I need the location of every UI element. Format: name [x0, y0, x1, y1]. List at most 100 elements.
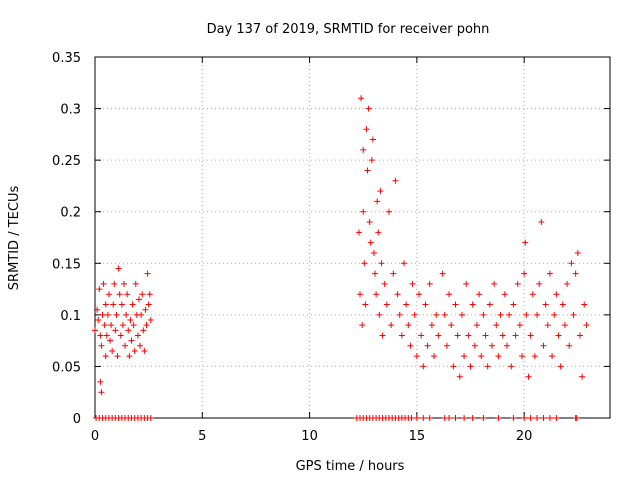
- data-point: [408, 415, 415, 421]
- data-point: [122, 342, 129, 349]
- data-point: [570, 311, 577, 318]
- data-point: [553, 291, 560, 298]
- data-point: [426, 280, 433, 287]
- data-point: [401, 260, 407, 267]
- data-point: [476, 291, 483, 298]
- data-point: [534, 311, 541, 318]
- data-point: [147, 317, 154, 324]
- data-point: [435, 332, 442, 339]
- data-point: [98, 389, 105, 396]
- data-point: [463, 280, 470, 287]
- data-point: [499, 332, 506, 339]
- data-point: [546, 270, 553, 277]
- data-point: [572, 270, 579, 277]
- data-point: [534, 415, 541, 421]
- x-axis-label: GPS time / hours: [296, 459, 405, 474]
- data-point: [359, 322, 366, 329]
- data-point: [92, 327, 98, 334]
- data-point: [115, 265, 122, 272]
- data-point: [506, 311, 513, 318]
- data-point: [527, 415, 534, 421]
- data-point: [454, 332, 461, 339]
- data-point: [364, 167, 371, 174]
- y-tick-label: 0.35: [52, 51, 81, 66]
- data-point: [146, 291, 153, 298]
- data-point: [403, 301, 410, 308]
- data-point: [119, 322, 126, 329]
- data-point: [484, 363, 491, 370]
- data-point: [392, 177, 399, 184]
- data-point: [111, 280, 118, 287]
- y-tick-label: 0.15: [52, 257, 81, 272]
- data-point: [574, 249, 581, 256]
- data-point: [439, 270, 446, 277]
- data-point: [140, 327, 147, 334]
- data-point: [501, 291, 508, 298]
- data-point: [557, 363, 564, 370]
- data-point: [98, 342, 105, 349]
- data-point: [446, 291, 453, 298]
- data-point: [138, 311, 145, 318]
- data-point: [413, 353, 420, 360]
- data-point: [523, 311, 530, 318]
- data-point: [365, 105, 372, 112]
- data-point: [510, 415, 517, 421]
- data-point: [546, 415, 553, 421]
- data-point: [559, 301, 566, 308]
- data-point: [497, 311, 504, 318]
- data-point: [555, 332, 562, 339]
- data-point: [142, 306, 149, 313]
- data-point: [369, 136, 376, 143]
- y-axis-label: SRMTID / TECUs: [7, 186, 22, 291]
- plot-frame: [94, 56, 611, 419]
- data-point: [104, 311, 111, 318]
- data-point: [456, 373, 463, 380]
- data-point: [116, 291, 123, 298]
- data-point: [131, 347, 138, 354]
- data-point: [458, 311, 465, 318]
- data-point: [409, 280, 416, 287]
- data-point: [540, 342, 547, 349]
- y-tick-label: 0.3: [60, 103, 81, 118]
- data-point: [97, 378, 104, 385]
- grid-layer: [95, 57, 610, 418]
- data-point: [97, 332, 104, 339]
- data-point: [576, 332, 583, 339]
- data-point: [137, 342, 144, 349]
- data-point: [139, 291, 146, 298]
- data-point: [112, 327, 119, 334]
- data-point: [448, 322, 455, 329]
- data-point: [540, 415, 547, 421]
- data-point: [504, 342, 510, 349]
- data-point: [488, 342, 495, 349]
- data-point: [495, 415, 502, 421]
- data-point: [469, 415, 476, 421]
- data-point: [366, 219, 373, 226]
- data-point: [536, 280, 543, 287]
- data-point: [376, 311, 383, 318]
- data-point: [413, 415, 420, 421]
- data-point: [561, 322, 568, 329]
- data-point: [516, 322, 523, 329]
- data-point: [491, 280, 498, 287]
- data-point: [411, 311, 418, 318]
- data-point: [426, 415, 433, 421]
- data-point: [141, 347, 148, 354]
- data-point: [493, 322, 500, 329]
- data-point: [398, 332, 405, 339]
- data-point: [482, 332, 489, 339]
- data-point: [383, 301, 390, 308]
- data-point: [420, 363, 427, 370]
- data-point: [467, 363, 474, 370]
- data-point: [124, 291, 131, 298]
- data-point: [514, 280, 521, 287]
- data-point: [117, 332, 124, 339]
- data-point: [573, 415, 580, 421]
- data-point: [583, 322, 590, 329]
- data-point: [452, 415, 459, 421]
- data-point: [396, 311, 403, 318]
- data-point: [424, 342, 431, 349]
- data-point: [99, 311, 106, 318]
- data-point: [443, 342, 450, 349]
